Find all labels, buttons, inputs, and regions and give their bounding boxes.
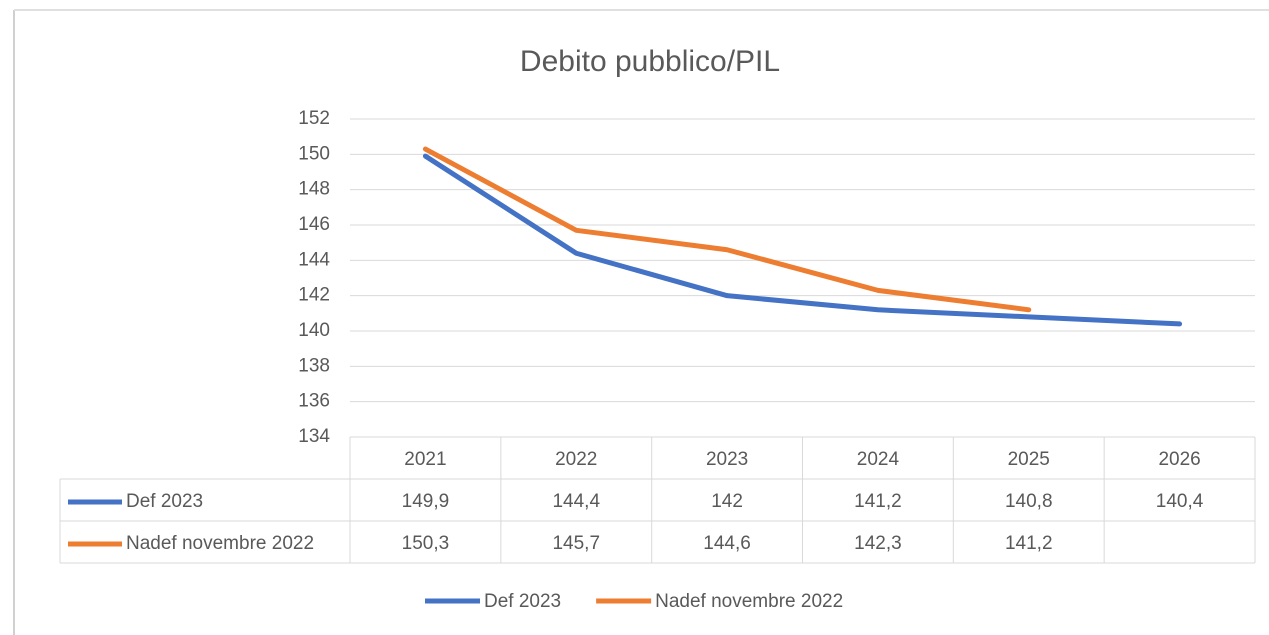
series-line	[422, 146, 1032, 313]
data-label: 145,7	[552, 533, 600, 554]
x-tick-label: 2024	[857, 449, 900, 470]
y-tick-label: 148	[298, 179, 330, 200]
data-label: 149,9	[402, 491, 450, 512]
data-label: 141,2	[854, 491, 902, 512]
y-tick-label: 138	[298, 355, 330, 376]
y-tick-label: 136	[298, 391, 330, 412]
data-label: 150,3	[402, 533, 450, 554]
legend-label: Nadef novembre 2022	[655, 591, 843, 612]
x-tick-label: 2022	[555, 449, 597, 470]
x-tick-label: 2023	[706, 449, 748, 470]
data-label: 144,4	[552, 491, 600, 512]
table-series-name: Nadef novembre 2022	[126, 533, 314, 554]
data-label: 142,3	[854, 533, 902, 554]
data-label: 140,4	[1156, 491, 1204, 512]
x-tick-label: 2026	[1158, 449, 1200, 470]
chart-title: Debito pubblico/PIL	[520, 45, 780, 78]
series-line	[422, 153, 1183, 327]
x-tick-label: 2021	[404, 449, 446, 470]
data-label: 141,2	[1005, 533, 1053, 554]
data-label: 140,8	[1005, 491, 1053, 512]
x-tick-label: 2025	[1008, 449, 1050, 470]
data-label: 142	[711, 491, 743, 512]
y-tick-label: 152	[298, 108, 330, 129]
y-tick-label: 150	[298, 143, 330, 164]
legend-label: Def 2023	[484, 591, 561, 612]
data-label: 144,6	[703, 533, 751, 554]
table-series-name: Def 2023	[126, 491, 203, 512]
y-tick-label: 134	[298, 426, 330, 447]
y-tick-label: 140	[298, 320, 330, 341]
y-tick-label: 144	[298, 249, 330, 270]
y-tick-label: 142	[298, 285, 330, 306]
y-tick-label: 146	[298, 214, 330, 235]
